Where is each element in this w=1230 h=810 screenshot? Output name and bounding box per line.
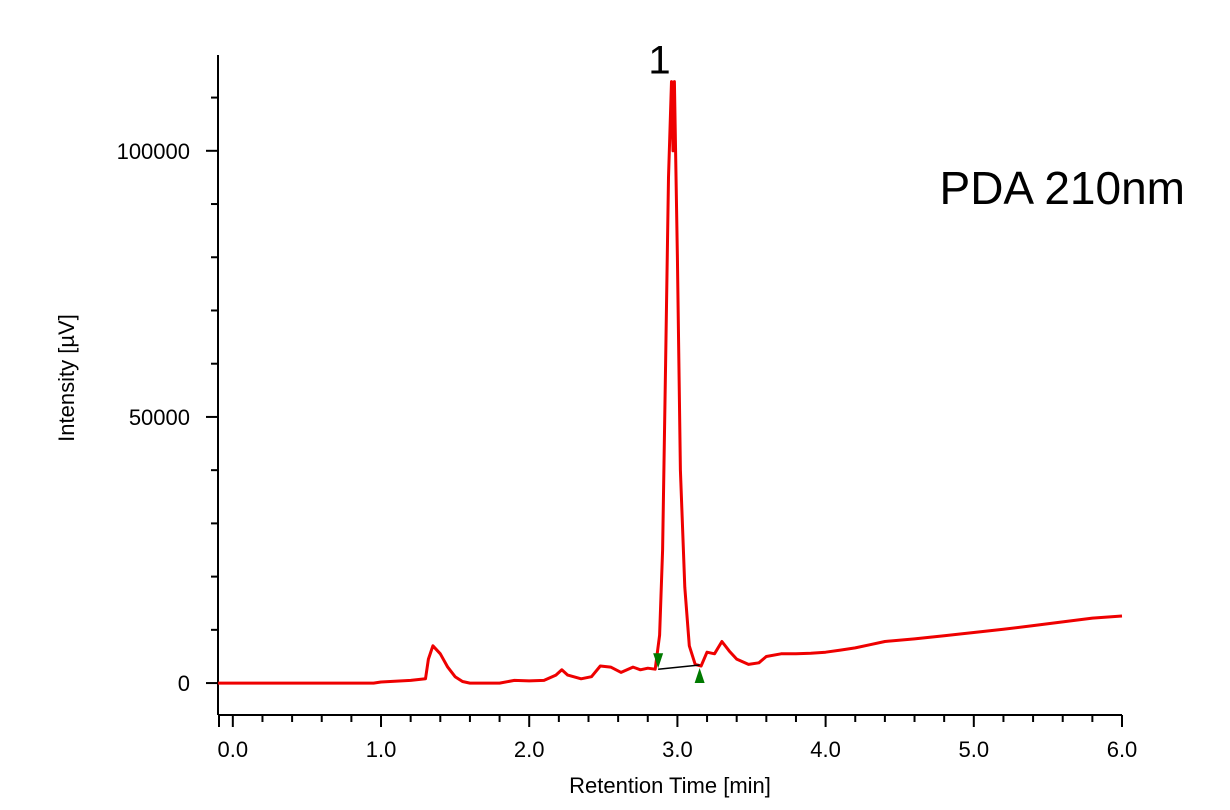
chromatogram-trace (218, 80, 1123, 685)
x-tick-label: 6.0 (1107, 737, 1138, 762)
chart-annotation: PDA 210nm (940, 162, 1185, 214)
peak-start-marker (653, 653, 664, 669)
y-ticks: 0 50000 100000 (117, 96, 218, 696)
y-axis-label: Intensity [µV] (54, 314, 79, 442)
plot-area: 1 (218, 39, 1123, 685)
peak-label: 1 (648, 39, 670, 83)
x-axis: 0.0 1.0 2.0 3.0 4.0 5.0 6.0 (218, 714, 1138, 762)
x-tick-label: 0.0 (218, 737, 249, 762)
y-axis: 0 50000 100000 (117, 55, 219, 715)
peak-baseline (658, 664, 700, 670)
y-tick-label: 0 (178, 671, 190, 696)
x-tick-label: 1.0 (366, 737, 397, 762)
x-tick-label: 4.0 (810, 737, 841, 762)
y-tick-label: 50000 (129, 405, 190, 430)
x-tick-label: 5.0 (959, 737, 990, 762)
x-axis-label: Retention Time [min] (569, 773, 771, 798)
x-tick-label: 3.0 (662, 737, 693, 762)
x-ticks: 0.0 1.0 2.0 3.0 4.0 5.0 6.0 (218, 715, 1138, 762)
x-tick-label: 2.0 (514, 737, 545, 762)
y-tick-label: 100000 (117, 139, 190, 164)
peak-end-marker (694, 667, 705, 683)
